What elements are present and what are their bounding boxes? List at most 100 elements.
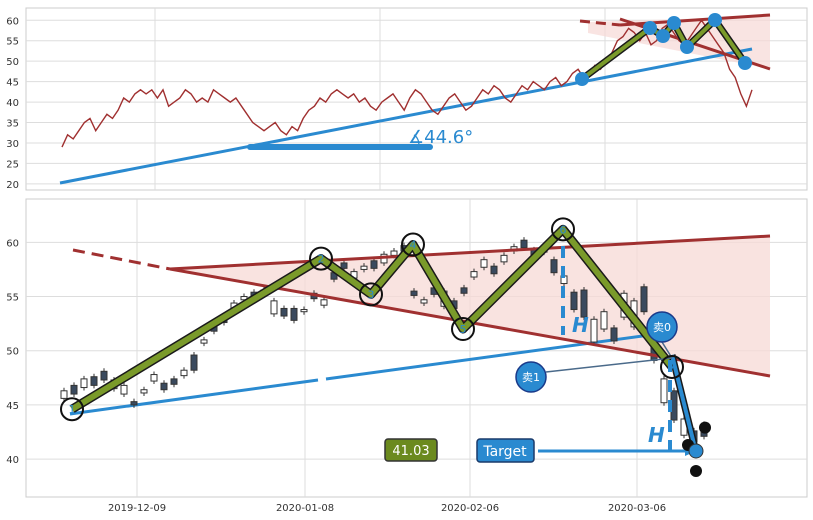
last-price-box: 41.03 bbox=[384, 438, 438, 462]
pivot-circle bbox=[660, 354, 684, 379]
candle-body bbox=[100, 370, 108, 381]
sell1-text: 卖1 bbox=[522, 371, 540, 384]
candlesticks bbox=[60, 237, 708, 445]
pivot-label: 6 bbox=[560, 223, 567, 236]
last-price-text: 41.03 bbox=[392, 444, 429, 459]
candle-body bbox=[150, 374, 158, 382]
candle-body bbox=[360, 265, 368, 270]
candle-body bbox=[500, 254, 508, 263]
pivot-markers: 1 2 3 4 5 6 7 bbox=[60, 217, 684, 422]
top-y-tick-labels: 20 25 30 35 40 45 50 55 60 bbox=[6, 16, 19, 191]
candle-body bbox=[190, 354, 198, 371]
pivot-circle bbox=[309, 246, 333, 271]
zigzag-pattern bbox=[70, 226, 675, 412]
candle-body bbox=[580, 289, 588, 318]
top-pivot-dot bbox=[643, 21, 657, 35]
triangle-fill bbox=[170, 236, 770, 376]
candle-body bbox=[270, 300, 278, 315]
candle-body bbox=[160, 382, 168, 391]
candle-body bbox=[640, 286, 648, 313]
bottom-y-tick-label: 55 bbox=[6, 293, 19, 304]
sell0-text: 卖0 bbox=[653, 321, 671, 334]
pivot-circle bbox=[401, 232, 425, 257]
candle-body bbox=[470, 271, 478, 278]
x-tick-label: 2020-02-06 bbox=[441, 503, 499, 514]
candle-body bbox=[490, 265, 498, 275]
candle-body bbox=[300, 309, 308, 313]
pivot-circle bbox=[60, 397, 84, 422]
candle-body bbox=[390, 250, 398, 256]
top-y-tick-label: 45 bbox=[6, 78, 19, 89]
x-tick-label: 2020-01-08 bbox=[276, 503, 334, 514]
bottom-y-tick-label: 40 bbox=[6, 455, 19, 466]
pivot-label: 1 bbox=[69, 403, 76, 416]
candle-body bbox=[200, 339, 208, 344]
candle-body bbox=[90, 376, 98, 386]
top-pivot-dot bbox=[667, 16, 681, 30]
candle-body bbox=[60, 390, 68, 399]
breakdown-line bbox=[670, 354, 698, 453]
pivot-circle bbox=[359, 282, 383, 307]
candle-body bbox=[570, 291, 578, 311]
top-pivot-dot bbox=[708, 13, 722, 27]
candle-body bbox=[550, 259, 558, 274]
candle-body bbox=[520, 239, 528, 249]
candle-body bbox=[320, 299, 328, 306]
candle-body bbox=[370, 260, 378, 269]
candle-body bbox=[120, 384, 128, 395]
candle-body bbox=[420, 299, 428, 304]
end-dots bbox=[682, 421, 711, 477]
top-panel: 20 25 30 35 40 45 50 55 60 ∡44.6° bbox=[6, 7, 808, 191]
sell1-badge: 卖1 bbox=[515, 361, 547, 393]
height-label-1: H bbox=[572, 313, 589, 337]
candle-body bbox=[170, 378, 178, 385]
upper-trendline bbox=[169, 234, 771, 271]
candle-body bbox=[610, 327, 618, 342]
candle-body bbox=[70, 384, 78, 395]
pivot-label: 7 bbox=[669, 361, 676, 374]
top-y-tick-label: 25 bbox=[6, 159, 19, 170]
target-dot bbox=[688, 443, 704, 459]
top-pivot-dots bbox=[575, 13, 752, 86]
pivot-circle bbox=[451, 317, 475, 342]
top-y-tick-label: 60 bbox=[6, 16, 19, 27]
top-y-tick-label: 50 bbox=[6, 57, 19, 68]
candle-body bbox=[340, 262, 348, 269]
top-pivot-dot bbox=[575, 72, 589, 86]
candle-body bbox=[590, 318, 598, 343]
pivot-label: 5 bbox=[460, 323, 467, 336]
end-dot bbox=[690, 464, 702, 477]
top-upper-dashed bbox=[579, 19, 621, 27]
top-y-tick-label: 55 bbox=[6, 37, 19, 48]
upper-dashed-line bbox=[72, 248, 171, 271]
pivot-label: 3 bbox=[368, 288, 375, 301]
angle-label: ∡44.6° bbox=[408, 127, 473, 148]
bottom-y-tick-labels: 40 45 50 55 60 bbox=[6, 238, 19, 466]
x-tick-labels: 2019-12-09 2020-01-08 2020-02-06 2020-03-06 bbox=[108, 503, 666, 514]
candle-body bbox=[410, 290, 418, 296]
top-y-tick-label: 40 bbox=[6, 98, 19, 109]
support-line-a bbox=[69, 378, 319, 416]
bottom-y-tick-label: 45 bbox=[6, 401, 19, 412]
candle-body bbox=[130, 401, 138, 406]
x-tick-label: 2019-12-09 bbox=[108, 503, 166, 514]
top-pivot-dot bbox=[680, 40, 694, 54]
pivot-label: 2 bbox=[318, 253, 325, 266]
pivot-label: 4 bbox=[410, 239, 417, 252]
height-label-2: H bbox=[648, 423, 665, 447]
candle-body bbox=[600, 311, 608, 330]
top-y-tick-label: 30 bbox=[6, 139, 19, 150]
pivot-circle bbox=[551, 217, 575, 242]
top-support-trendline bbox=[59, 47, 753, 185]
bottom-y-tick-label: 50 bbox=[6, 347, 19, 358]
top-y-tick-label: 20 bbox=[6, 180, 19, 191]
sell0-badge: 卖0 bbox=[646, 311, 678, 343]
candle-body bbox=[180, 369, 188, 377]
top-pivot-dot bbox=[656, 29, 670, 43]
x-tick-label: 2020-03-06 bbox=[608, 503, 666, 514]
end-dot bbox=[699, 421, 711, 434]
top-y-tick-label: 35 bbox=[6, 119, 19, 130]
